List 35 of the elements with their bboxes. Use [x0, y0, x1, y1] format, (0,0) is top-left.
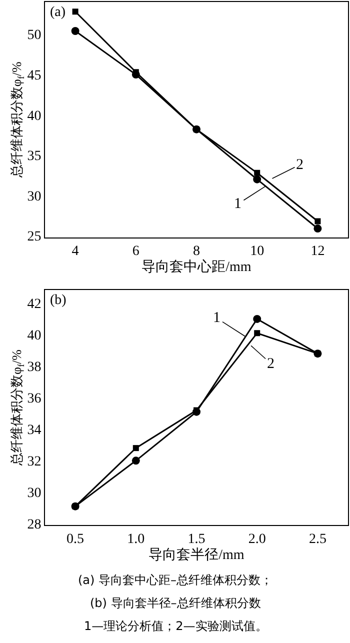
y-tick-label: 30: [27, 486, 42, 502]
y-tick-label: 40: [27, 328, 42, 344]
y-tick-label: 35: [27, 149, 42, 164]
x-tick-label: 10: [250, 244, 264, 260]
x-tick-label: 0.5: [66, 532, 84, 548]
text: (b) 导向套半径–总纤维体积分数: [90, 596, 261, 610]
annotation: 1: [234, 196, 242, 212]
text: (a) 导向套中心距–总纤维体积分数；: [78, 573, 273, 587]
y-tick-label: 50: [27, 28, 42, 44]
x-tick-label: 2.0: [248, 532, 266, 548]
y-tick-label: 30: [27, 189, 42, 204]
x-tick-label: 6: [132, 244, 140, 260]
y-tick-label: 28: [27, 518, 42, 533]
y-tick-label: 36: [27, 392, 42, 407]
chart-title: (b): [50, 293, 67, 308]
x-tick-label: 1.0: [127, 532, 145, 548]
y-tick-label: 42: [27, 297, 42, 312]
y-tick-label: 38: [27, 360, 42, 376]
annotation: 1: [213, 310, 220, 326]
text: 1—理论分析值；2—实验测试值。: [84, 619, 268, 633]
x-tick-label: 1.5: [188, 532, 206, 548]
x-axis-title: 导向套中心距/mm: [142, 259, 252, 276]
y-tick-label: 32: [27, 454, 42, 470]
y-tick-label: 45: [27, 68, 42, 84]
y-tick-label: 34: [27, 423, 42, 438]
x-axis-title: 导向套半径/mm: [148, 547, 244, 564]
x-tick-label: 2.5: [308, 532, 326, 548]
annotation: 2: [267, 356, 274, 372]
chart-title: (a): [50, 5, 66, 20]
x-tick-label: 12: [310, 244, 325, 260]
y-tick-label: 25: [27, 230, 42, 245]
y-tick-label: 40: [27, 108, 42, 124]
x-tick-label: 8: [193, 244, 200, 260]
annotation: 2: [296, 157, 304, 173]
x-tick-label: 4: [72, 244, 79, 260]
